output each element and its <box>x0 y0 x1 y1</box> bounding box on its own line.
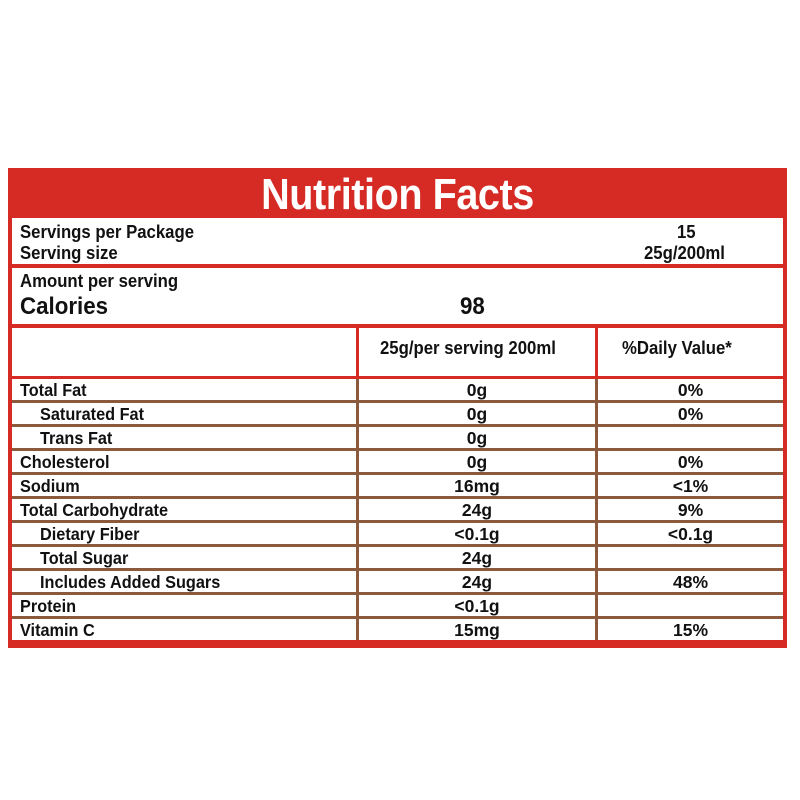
row-separator <box>12 616 783 619</box>
nutrient-row: Total Carbohydrate 24g 9% <box>12 499 783 520</box>
row-separator <box>12 496 783 499</box>
row-separator <box>12 376 783 379</box>
nutrient-row: Trans Fat 0g <box>12 427 783 448</box>
nutrient-name: Sodium <box>20 476 80 496</box>
column-divider <box>595 595 598 616</box>
nutrient-amount: <0.1g <box>454 596 500 616</box>
nutrient-name: Total Fat <box>20 380 87 400</box>
daily-value-column-header: %Daily Value* <box>622 338 732 358</box>
nutrient-daily-value: 9% <box>677 500 704 520</box>
row-separator <box>12 424 783 427</box>
nutrient-amount: 0g <box>466 404 488 424</box>
column-divider <box>595 547 598 568</box>
column-divider <box>356 451 359 472</box>
title-bar: Nutrition Facts <box>12 172 783 218</box>
nutrient-amount: 24g <box>461 572 493 592</box>
nutrient-row: Includes Added Sugars 24g 48% <box>12 571 783 592</box>
column-divider <box>595 328 598 376</box>
nutrient-daily-value <box>598 427 783 448</box>
serving-size-label: Serving size <box>20 243 118 263</box>
column-divider <box>595 499 598 520</box>
nutrient-amount: 24g <box>461 548 493 568</box>
nutrient-amount: 0g <box>466 380 488 400</box>
nutrient-daily-value: 0% <box>677 452 704 472</box>
calories-label: Calories <box>20 293 109 320</box>
column-divider <box>356 379 359 400</box>
column-divider <box>595 619 598 640</box>
nutrient-daily-value: 0% <box>677 404 704 424</box>
nutrient-amount: 0g <box>466 428 488 448</box>
row-separator <box>12 448 783 451</box>
amount-column-header: 25g/per serving 200ml <box>380 338 556 358</box>
label-title: Nutrition Facts <box>261 170 534 219</box>
nutrient-amount: 16mg <box>454 476 500 496</box>
row-separator <box>12 544 783 547</box>
column-divider <box>595 451 598 472</box>
nutrient-daily-value <box>598 595 783 616</box>
nutrient-name: Cholesterol <box>20 452 110 472</box>
column-divider <box>356 499 359 520</box>
nutrient-name: Trans Fat <box>40 428 113 448</box>
nutrient-row: Dietary Fiber <0.1g <0.1g <box>12 523 783 544</box>
amount-per-serving-label: Amount per serving <box>20 271 179 291</box>
row-separator <box>12 520 783 523</box>
nutrient-name: Vitamin C <box>20 620 95 640</box>
column-divider <box>595 571 598 592</box>
nutrient-daily-value <box>598 547 783 568</box>
column-divider <box>595 403 598 424</box>
column-divider <box>356 523 359 544</box>
row-separator <box>12 400 783 403</box>
servings-section: Servings per Package 15 25g/200ml Servin… <box>12 218 783 264</box>
column-divider <box>595 475 598 496</box>
column-divider <box>356 427 359 448</box>
nutrient-daily-value: <0.1g <box>667 524 714 544</box>
row-separator <box>12 472 783 475</box>
column-divider <box>356 403 359 424</box>
nutrient-row: Sodium 16mg <1% <box>12 475 783 496</box>
nutrition-facts-label: Nutrition Facts Servings per Package 15 … <box>8 168 787 648</box>
column-divider <box>595 379 598 400</box>
nutrient-row: Total Sugar 24g <box>12 547 783 568</box>
servings-per-package-label: Servings per Package <box>20 222 195 242</box>
nutrient-name: Total Carbohydrate <box>20 500 169 520</box>
column-divider <box>356 328 359 376</box>
column-divider <box>356 571 359 592</box>
nutrient-name: Saturated Fat <box>40 404 145 424</box>
column-divider <box>595 523 598 544</box>
nutrient-amount: <0.1g <box>454 524 500 544</box>
nutrient-name: Total Sugar <box>40 548 129 568</box>
nutrient-name: Protein <box>20 596 77 616</box>
column-divider <box>356 475 359 496</box>
nutrient-row: Protein <0.1g <box>12 595 783 616</box>
column-divider <box>595 427 598 448</box>
nutrient-row: Vitamin C 15mg 15% <box>12 619 783 640</box>
row-separator <box>12 568 783 571</box>
serving-size-value: 25g/200ml <box>644 243 725 263</box>
nutrient-daily-value: 0% <box>677 380 704 400</box>
nutrient-name: Dietary Fiber <box>40 524 140 544</box>
nutrient-amount: 0g <box>466 452 488 472</box>
nutrient-amount: 24g <box>461 500 493 520</box>
nutrient-row: Saturated Fat 0g 0% <box>12 403 783 424</box>
nutrient-row: Cholesterol 0g 0% <box>12 451 783 472</box>
nutrient-amount: 15mg <box>454 620 500 640</box>
nutrient-row: Total Fat 0g 0% <box>12 379 783 400</box>
nutrient-name: Includes Added Sugars <box>40 572 221 592</box>
amount-per-serving-section: Amount per serving Calories 98 <box>12 268 783 324</box>
calories-value: 98 <box>460 293 485 320</box>
nutrient-daily-value: 48% <box>672 572 709 592</box>
nutrient-daily-value: 15% <box>672 620 709 640</box>
column-divider <box>356 595 359 616</box>
column-divider <box>356 547 359 568</box>
nutrient-daily-value: <1% <box>672 476 709 496</box>
column-divider <box>356 619 359 640</box>
column-header-row: 25g/per serving 200ml %Daily Value* <box>12 328 783 376</box>
row-separator <box>12 592 783 595</box>
servings-per-package-value: 15 <box>677 222 696 242</box>
